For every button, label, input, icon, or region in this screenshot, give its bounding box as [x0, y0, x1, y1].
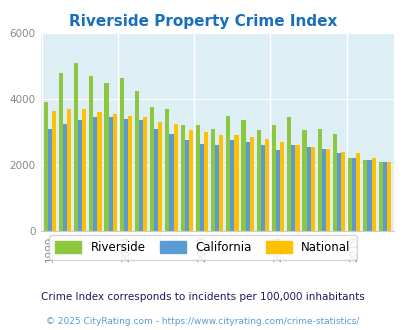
- Bar: [169, 134, 173, 231]
- Bar: [230, 140, 234, 231]
- Bar: [195, 125, 199, 231]
- Bar: [154, 129, 158, 231]
- Bar: [351, 158, 356, 231]
- Bar: [82, 109, 86, 231]
- Bar: [256, 130, 260, 231]
- Bar: [173, 124, 177, 231]
- Bar: [74, 63, 78, 231]
- Bar: [59, 73, 63, 231]
- Bar: [356, 153, 360, 231]
- Bar: [275, 150, 279, 231]
- Bar: [119, 78, 124, 231]
- Bar: [241, 120, 245, 231]
- Bar: [215, 145, 219, 231]
- Bar: [264, 139, 269, 231]
- Bar: [184, 140, 188, 231]
- Bar: [279, 142, 284, 231]
- Bar: [367, 160, 371, 231]
- Bar: [78, 120, 82, 231]
- Bar: [150, 107, 154, 231]
- Bar: [271, 125, 275, 231]
- Bar: [219, 135, 223, 231]
- Bar: [47, 129, 52, 231]
- Bar: [347, 158, 351, 231]
- Bar: [340, 152, 344, 231]
- Bar: [290, 145, 295, 231]
- Bar: [199, 144, 204, 231]
- Bar: [321, 148, 325, 231]
- Bar: [371, 158, 375, 231]
- Bar: [306, 147, 310, 231]
- Bar: [211, 129, 215, 231]
- Text: © 2025 CityRating.com - https://www.cityrating.com/crime-statistics/: © 2025 CityRating.com - https://www.city…: [46, 317, 359, 326]
- Bar: [63, 124, 67, 231]
- Bar: [158, 122, 162, 231]
- Bar: [165, 109, 169, 231]
- Legend: Riverside, California, National: Riverside, California, National: [49, 235, 356, 260]
- Bar: [89, 76, 93, 231]
- Bar: [332, 134, 336, 231]
- Bar: [226, 115, 230, 231]
- Text: Riverside Property Crime Index: Riverside Property Crime Index: [68, 14, 337, 29]
- Bar: [108, 117, 113, 231]
- Bar: [97, 112, 101, 231]
- Bar: [286, 117, 290, 231]
- Bar: [382, 162, 386, 231]
- Text: Crime Index corresponds to incidents per 100,000 inhabitants: Crime Index corresponds to incidents per…: [41, 292, 364, 302]
- Bar: [245, 142, 249, 231]
- Bar: [113, 114, 117, 231]
- Bar: [317, 129, 321, 231]
- Bar: [302, 130, 306, 231]
- Bar: [249, 137, 253, 231]
- Bar: [180, 125, 184, 231]
- Bar: [260, 145, 264, 231]
- Bar: [295, 145, 299, 231]
- Bar: [43, 102, 47, 231]
- Bar: [377, 162, 382, 231]
- Bar: [325, 148, 329, 231]
- Bar: [386, 162, 390, 231]
- Bar: [93, 117, 97, 231]
- Bar: [139, 120, 143, 231]
- Bar: [336, 153, 340, 231]
- Bar: [124, 119, 128, 231]
- Bar: [310, 147, 314, 231]
- Bar: [234, 135, 238, 231]
- Bar: [188, 130, 192, 231]
- Bar: [104, 82, 108, 231]
- Bar: [143, 117, 147, 231]
- Bar: [134, 91, 139, 231]
- Bar: [204, 132, 208, 231]
- Bar: [362, 160, 367, 231]
- Bar: [128, 115, 132, 231]
- Bar: [67, 109, 71, 231]
- Bar: [52, 111, 56, 231]
